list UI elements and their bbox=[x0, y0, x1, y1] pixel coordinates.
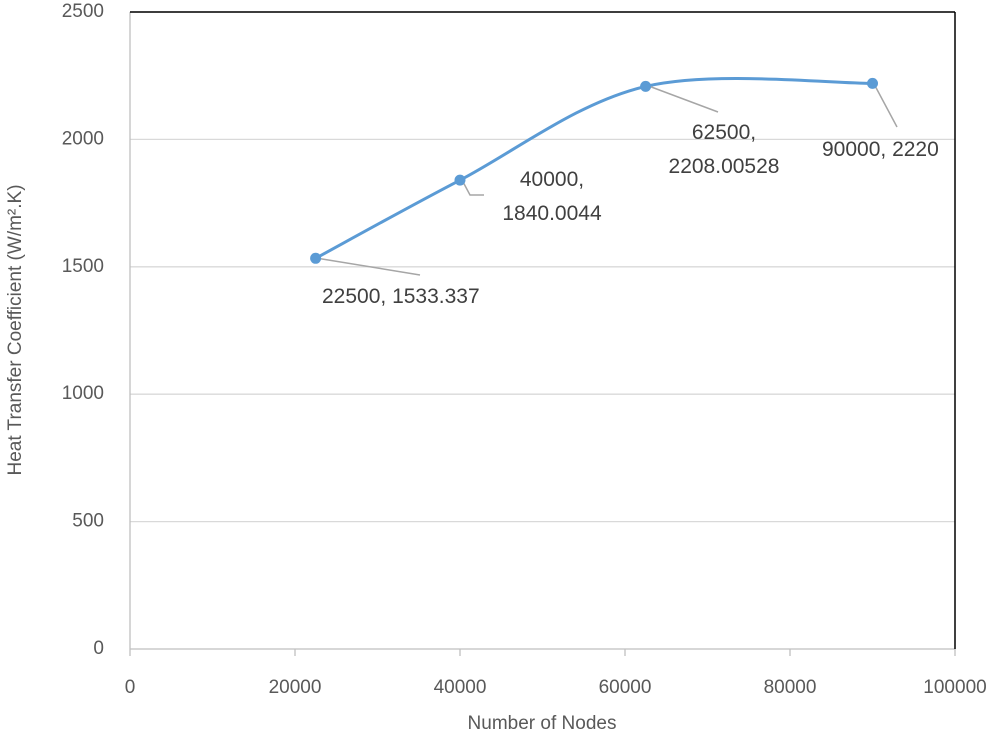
data-label: 62500, 2208.00528 bbox=[668, 121, 780, 178]
data-label: 40000, 1840.0044 bbox=[502, 168, 602, 225]
leader-line bbox=[315, 257, 421, 276]
y-tick-label: 0 bbox=[93, 638, 104, 659]
data-point bbox=[867, 77, 878, 89]
x-tick-label: 60000 bbox=[599, 677, 652, 698]
leader-line bbox=[461, 179, 484, 196]
data-line bbox=[314, 76, 873, 260]
data-point bbox=[454, 174, 466, 186]
y-axis-title: Heat Transfer Coefficient (W/m².K) bbox=[5, 184, 26, 475]
y-tick-label: 1500 bbox=[62, 256, 104, 277]
x-tick-label: 100000 bbox=[923, 677, 986, 698]
y-tick-label: 2000 bbox=[62, 128, 104, 149]
data-point bbox=[640, 80, 652, 92]
y-tick-label: 500 bbox=[72, 511, 104, 532]
leader-line bbox=[645, 84, 719, 113]
x-tick-label: 20000 bbox=[269, 677, 322, 698]
y-tick-label: 2500 bbox=[62, 1, 104, 22]
x-tick-label: 0 bbox=[125, 677, 136, 698]
data-label: 22500, 1533.337 bbox=[322, 285, 480, 308]
leader-line bbox=[872, 81, 898, 128]
y-tick-label: 1000 bbox=[62, 383, 104, 404]
x-axis-title: Number of Nodes bbox=[468, 713, 617, 734]
x-tick-label: 40000 bbox=[434, 677, 487, 698]
data-label: 90000, 2220 bbox=[822, 138, 939, 161]
data-point bbox=[310, 252, 322, 264]
x-tick-label: 80000 bbox=[764, 677, 817, 698]
